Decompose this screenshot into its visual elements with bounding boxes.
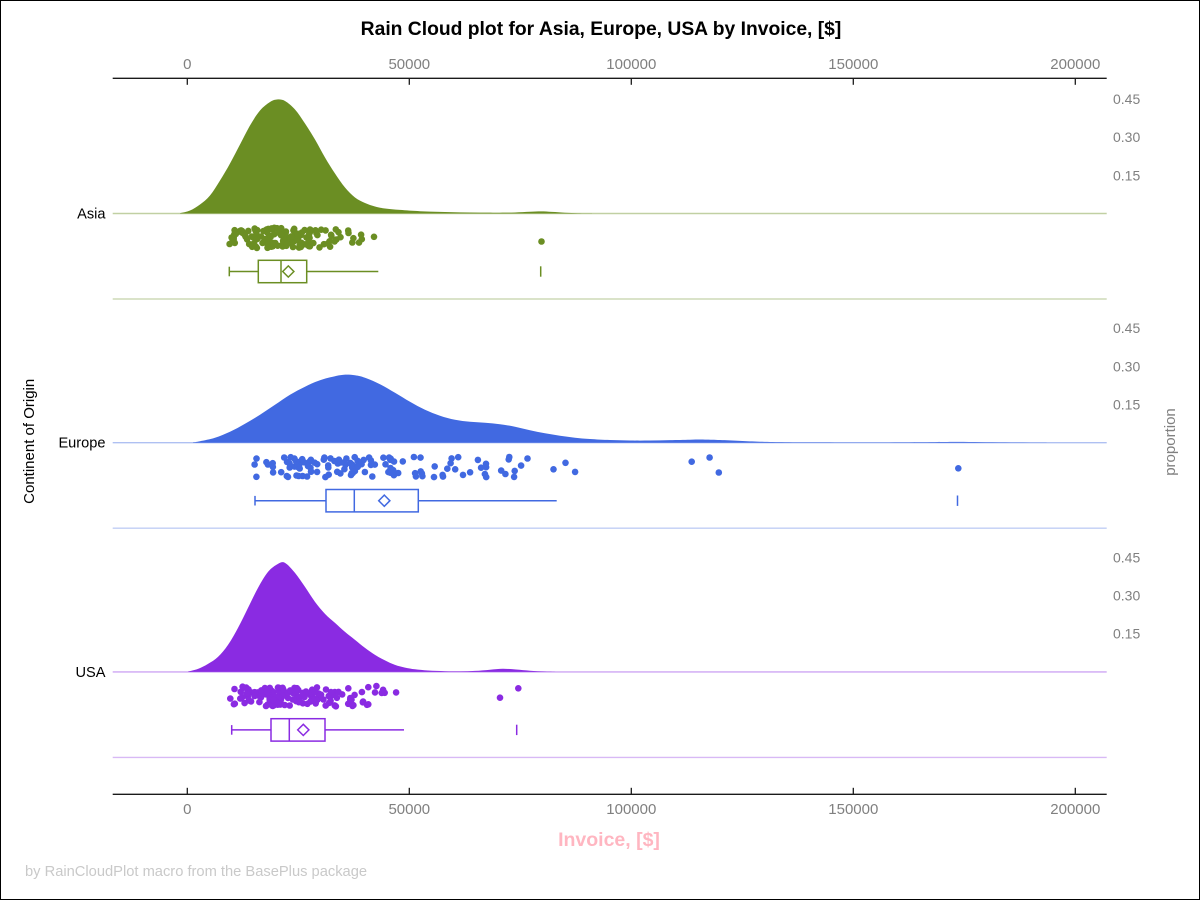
svg-text:100000: 100000 [606,56,656,73]
svg-text:200000: 200000 [1050,801,1100,818]
svg-text:0: 0 [183,56,191,73]
svg-text:USA: USA [75,665,105,681]
svg-text:0.15: 0.15 [1113,626,1140,642]
svg-text:0.30: 0.30 [1113,129,1140,145]
svg-text:150000: 150000 [828,801,878,818]
svg-text:100000: 100000 [606,801,656,818]
svg-text:0.30: 0.30 [1113,358,1140,374]
svg-text:Asia: Asia [77,207,106,223]
svg-text:0.15: 0.15 [1113,167,1140,183]
svg-text:Invoice, [$]: Invoice, [$] [558,829,660,851]
svg-text:50000: 50000 [388,56,430,73]
svg-text:Continent of Origin: Continent of Origin [21,379,38,504]
svg-text:0.30: 0.30 [1113,588,1140,604]
svg-text:200000: 200000 [1050,56,1100,73]
svg-text:Rain Cloud plot for Asia, Euro: Rain Cloud plot for Asia, Europe, USA by… [361,19,842,40]
svg-text:0.15: 0.15 [1113,397,1140,413]
svg-text:0.45: 0.45 [1113,91,1140,107]
svg-text:0.45: 0.45 [1113,320,1140,336]
svg-text:0: 0 [183,801,191,818]
svg-text:Europe: Europe [58,436,105,452]
svg-text:proportion: proportion [1162,408,1179,476]
svg-text:150000: 150000 [828,56,878,73]
svg-text:0.45: 0.45 [1113,549,1140,565]
svg-text:50000: 50000 [388,801,430,818]
svg-text:by RainCloudPlot macro from th: by RainCloudPlot macro from the BasePlus… [25,864,367,880]
